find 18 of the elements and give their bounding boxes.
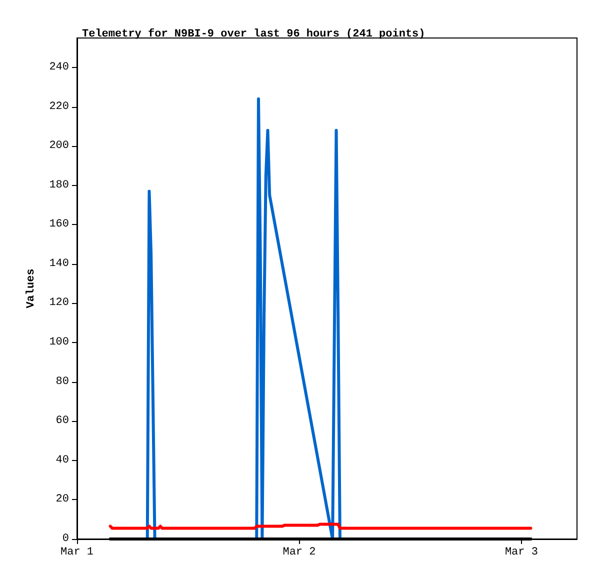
- y-tick-label: 100: [49, 336, 69, 349]
- y-tick-label: 200: [49, 140, 69, 152]
- y-axis-title: Values: [26, 268, 38, 308]
- y-tick-label: 220: [49, 100, 69, 113]
- x-tick-label: Mar 1: [60, 546, 94, 558]
- y-tick-label: 80: [56, 376, 69, 388]
- y-tick-label: 120: [49, 297, 69, 310]
- y-tick-label: 40: [56, 454, 69, 466]
- x-tick-label: Mar 3: [504, 546, 538, 558]
- y-tick-label: 180: [49, 179, 69, 192]
- y-tick-label: 240: [49, 61, 69, 74]
- y-tick-label: 160: [49, 218, 69, 231]
- y-tick-label: 0: [62, 533, 69, 545]
- y-tick-label: 20: [56, 494, 69, 506]
- x-tick-label: Mar 2: [282, 546, 316, 558]
- y-tick-label: 60: [56, 415, 69, 428]
- chart-title: Telemetry for N9BI-9 over last 96 hours (241 points): [82, 28, 426, 40]
- y-tick-label: 140: [49, 258, 69, 270]
